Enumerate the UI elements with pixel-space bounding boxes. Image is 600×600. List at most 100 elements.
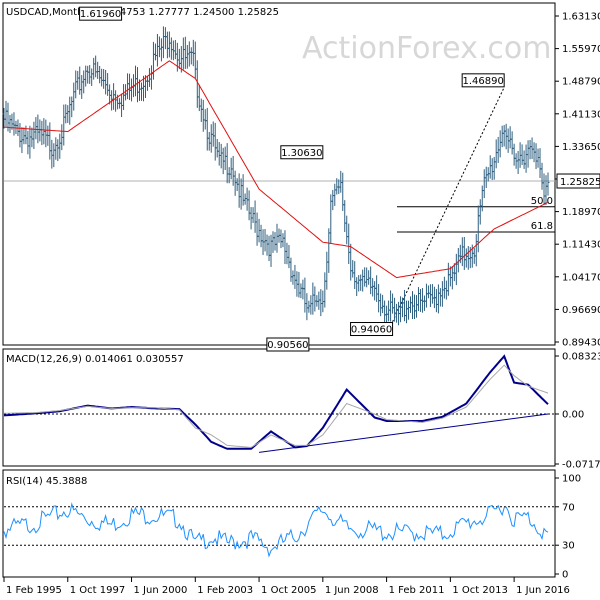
price-plot: 50.0 61.8 1.61960 1.30630 1.46890 0.90560 0.94… (2, 6, 555, 352)
annotation-box (350, 322, 394, 337)
ohlc-bar (450, 266, 454, 290)
ohlc-bar (454, 253, 458, 286)
ohlc-bar (283, 230, 287, 264)
ohlc-bar (32, 121, 36, 150)
ohlc-bar (436, 284, 440, 314)
annotation-label: 1.46890 (462, 76, 503, 87)
ohlc-bar (405, 300, 409, 324)
ohlc-bar (494, 139, 498, 169)
ohlc-bar (510, 131, 514, 155)
ohlc-bar (317, 291, 321, 310)
ohlc-bar (426, 285, 430, 299)
price-trendline (392, 87, 505, 323)
price-y-tick-label: 1.11430 (562, 240, 600, 251)
ohlc-bar (34, 117, 38, 140)
ohlc-bar (56, 139, 60, 162)
ohlc-bar (299, 283, 303, 299)
x-tick-label: 1 Feb 2003 (197, 585, 253, 596)
ohlc-bar (233, 170, 237, 196)
ohlc-bar (293, 264, 297, 289)
last-price-label: 1.25825 (560, 177, 600, 188)
rsi-y-tick-label: 0 (562, 570, 568, 581)
ohlc-bar (536, 148, 540, 168)
ohlc-bar (145, 76, 149, 91)
ohlc-bar (40, 120, 44, 146)
ohlc-bar (12, 112, 16, 136)
ohlc-bar (173, 39, 177, 60)
ohlc-bar (269, 234, 273, 267)
ohlc-bar (183, 36, 187, 69)
ohlc-bar (448, 266, 452, 287)
ohlc-bar (193, 41, 197, 79)
ohlc-bar (367, 270, 371, 285)
axes: 1.631301.559701.487901.411301.336501.263… (3, 12, 600, 596)
ohlc-bar (401, 297, 405, 318)
ohlc-bar (502, 125, 506, 147)
ohlc-bar (516, 150, 520, 174)
ohlc-bar (329, 194, 333, 244)
macd-y-tick-label: 0.083235 (562, 352, 600, 363)
x-tick-label: 1 Oct 2013 (452, 585, 507, 596)
ohlc-bar (289, 257, 293, 282)
ohlc-bar (355, 277, 359, 297)
ohlc-bar (444, 280, 448, 300)
ohlc-bar (359, 274, 363, 291)
ohlc-bar (237, 173, 241, 208)
ohlc-bar (96, 61, 100, 79)
ohlc-bar (305, 293, 309, 321)
ohlc-bar (36, 114, 40, 144)
ohlc-bar (466, 245, 470, 270)
price-y-tick-label: 1.04170 (562, 272, 600, 283)
ohlc-bar (291, 270, 295, 285)
ohlc-bar (167, 31, 171, 58)
ohlc-bar (460, 237, 464, 267)
annotation-box (461, 73, 505, 88)
ohlc-bar (187, 41, 191, 67)
ohlc-bar (430, 284, 434, 304)
ohlc-bar (389, 290, 393, 322)
ohlc-bar (209, 124, 213, 153)
ohlc-bar (349, 243, 353, 281)
ohlc-bar (161, 26, 165, 59)
ohlc-bar (243, 193, 247, 205)
ohlc-bar (203, 109, 207, 130)
price-y-tick-label: 1.55970 (562, 44, 600, 55)
ohlc-bar (416, 287, 420, 312)
ohlc-bar (297, 271, 301, 298)
ohlc-bar (307, 300, 311, 313)
ohlc-bar (92, 57, 96, 80)
watermark: ActionForex.com (302, 31, 551, 66)
ohlc-bar (80, 75, 84, 99)
ohlc-bar (512, 143, 516, 166)
ohlc-bar (309, 295, 313, 315)
macd-y-tick-label: 0.00 (562, 410, 584, 421)
ohlc-bar (407, 300, 411, 320)
ohlc-bar (478, 199, 482, 225)
ohlc-bar (528, 139, 532, 160)
ohlc-bar (189, 47, 193, 65)
ohlc-bar (251, 207, 255, 223)
ohlc-bar (492, 157, 496, 180)
ohlc-bar (331, 189, 335, 211)
ohlc-bar (18, 123, 22, 148)
ohlc-bar (225, 143, 229, 184)
price-annotation: 1.30630 (280, 145, 324, 160)
ohlc-bar (147, 68, 151, 87)
x-tick-label: 1 Feb 1995 (6, 585, 62, 596)
macd-line (3, 354, 549, 450)
ohlc-bar (68, 96, 72, 125)
price-y-tick-label: 1.48790 (562, 77, 600, 88)
ohlc-bar (381, 294, 385, 314)
ohlc-bar (28, 125, 32, 159)
ohlc-bar (62, 104, 66, 146)
rsi-y-tick-label: 70 (562, 502, 575, 513)
ohlc-bar (265, 234, 269, 256)
ohlc-bar (76, 70, 80, 90)
ohlc-bar (253, 200, 257, 233)
ohlc-bar (301, 279, 305, 300)
rsi-panel-frame (2, 469, 556, 578)
ohlc-bar (165, 31, 169, 59)
ohlc-bar (30, 127, 34, 148)
ohlc-bar (215, 138, 219, 158)
annotation-label: 0.94060 (351, 325, 392, 336)
